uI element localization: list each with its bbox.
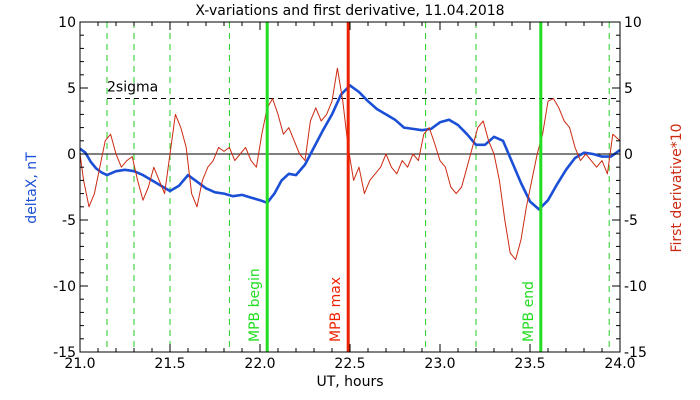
y-axis-label-right: First derivative*10 [669,123,685,252]
y-tick-label-right-0: 10 [624,15,642,31]
mpb-label-0: MPB begin [247,268,263,342]
x-tick-label-1: 21.5 [154,356,185,372]
y-tick-label-left-3: -5 [62,213,76,229]
x-tick-label-4: 23.0 [424,356,455,372]
series-deltaX-line [79,84,621,211]
y-tick-label-right-5: -15 [624,345,647,361]
y-tick-label-left-1: 5 [67,81,76,97]
y-tick-label-left-5: -15 [53,345,76,361]
y-tick-label-right-4: -10 [624,279,647,295]
y-tick-label-right-2: 0 [624,147,633,163]
y-tick-label-left-4: -10 [53,279,76,295]
x-axis-label: UT, hours [316,374,383,390]
x-tick-label-6: 24.0 [604,356,635,372]
chart-title: X-variations and first derivative, 11.04… [195,3,504,19]
sigma-label: 2sigma [107,80,158,96]
y-axis-label-left: deltaX, nT [24,152,40,224]
plot-area: 2sigma MPB begin MPB max MPB end 10 10 5 5 0 0 -5 -… [53,15,647,372]
x-tick-label-2: 22.0 [244,356,275,372]
x-tick-label-5: 23.5 [514,356,545,372]
y-tick-label-right-1: 5 [624,81,633,97]
mpb-label-1: MPB max [328,277,344,342]
x-tick-label-3: 22.5 [334,356,365,372]
y-tick-label-left-2: 0 [67,147,76,163]
y-tick-label-right-3: -5 [624,213,638,229]
x-tick-label-0: 21.0 [64,356,95,372]
mpb-label-2: MPB end [521,281,537,342]
y-tick-label-left-0: 10 [58,15,76,31]
